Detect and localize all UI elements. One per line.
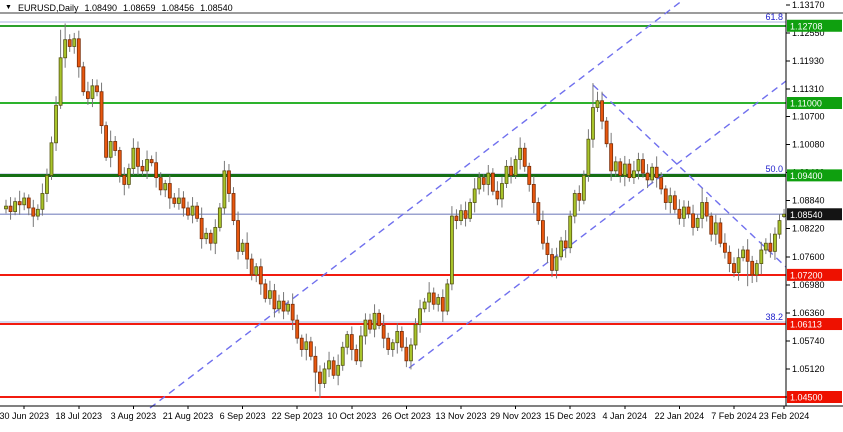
trendlines[interactable] bbox=[149, 0, 787, 409]
svg-text:1.04500: 1.04500 bbox=[790, 392, 823, 402]
x-axis-label: 10 Oct 2023 bbox=[327, 411, 376, 421]
y-axis-label: 1.05740 bbox=[792, 336, 825, 346]
y-axis-label: 1.08840 bbox=[792, 196, 825, 206]
current-price-badge: 1.08540 bbox=[787, 208, 842, 221]
svg-text:1.12708: 1.12708 bbox=[790, 21, 823, 31]
chart-dropdown-icon[interactable]: ▼ bbox=[5, 4, 12, 11]
fib-label-38.2: 38.2 bbox=[765, 312, 783, 322]
svg-text:1.07200: 1.07200 bbox=[790, 270, 823, 280]
svg-text:1.11000: 1.11000 bbox=[790, 99, 822, 109]
x-axis-label: 23 Feb 2024 bbox=[759, 411, 810, 421]
x-axis-label: 21 Aug 2023 bbox=[163, 411, 214, 421]
x-axis-label: 4 Jan 2024 bbox=[603, 411, 648, 421]
price-badge-1.11000: 1.11000 bbox=[787, 97, 842, 110]
x-axis-label: 6 Sep 2023 bbox=[220, 411, 266, 421]
price-badge-1.04500: 1.04500 bbox=[787, 390, 842, 403]
x-axis: 30 Jun 2023 18 Jul 2023 3 Aug 2023 21 Aug 2… bbox=[0, 405, 843, 421]
x-axis-label: 18 Jul 2023 bbox=[56, 411, 103, 421]
low-value: 1.08456 bbox=[161, 2, 195, 13]
x-axis-label: 30 Jun 2023 bbox=[0, 411, 49, 421]
price-badge-1.09400: 1.09400 bbox=[787, 169, 842, 182]
x-axis-label: 29 Nov 2023 bbox=[490, 411, 541, 421]
y-axis-label: 1.13170 bbox=[792, 0, 825, 10]
y-axis-label: 1.05120 bbox=[792, 364, 825, 374]
fib-label-50.0: 50.0 bbox=[765, 164, 783, 174]
y-axis-label: 1.11930 bbox=[792, 56, 824, 66]
open-value: 1.08490 bbox=[84, 2, 117, 13]
trendline-ascending-0[interactable] bbox=[149, 0, 684, 409]
x-axis-label: 13 Nov 2023 bbox=[435, 411, 486, 421]
x-axis-label: 22 Jan 2024 bbox=[655, 411, 705, 421]
y-axis-label: 1.06980 bbox=[792, 280, 825, 290]
svg-text:1.09400: 1.09400 bbox=[790, 171, 823, 181]
y-axis-label: 1.12550 bbox=[792, 28, 825, 38]
y-axis-label: 1.11310 bbox=[792, 84, 824, 94]
y-axis-label: 1.07600 bbox=[792, 252, 825, 262]
high-value: 1.08659 bbox=[123, 2, 156, 13]
trendline-ascending-1[interactable] bbox=[408, 80, 787, 369]
x-axis-label: 7 Feb 2024 bbox=[711, 411, 757, 421]
svg-text:1.08540: 1.08540 bbox=[790, 210, 823, 220]
y-axis: 1.13170 1.12550 1.11930 1.11310 1.10700 1.100… bbox=[785, 0, 825, 406]
fib-label-61.8: 61.8 bbox=[765, 12, 783, 22]
candles-series bbox=[4, 23, 786, 398]
support-resistance-lines[interactable] bbox=[0, 24, 786, 398]
price-badge-1.06113: 1.06113 bbox=[787, 318, 842, 331]
svg-text:1.06113: 1.06113 bbox=[790, 320, 822, 330]
close-value: 1.08540 bbox=[200, 2, 233, 13]
y-axis-label: 1.08220 bbox=[792, 224, 825, 234]
x-axis-label: 3 Aug 2023 bbox=[111, 411, 157, 421]
y-axis-label: 1.10700 bbox=[792, 112, 825, 122]
x-axis-label: 15 Dec 2023 bbox=[545, 411, 596, 421]
y-axis-label: 1.06360 bbox=[792, 308, 825, 318]
ohlc-readout: ▼ EURUSD,Daily 1.08490 1.08659 1.08456 1… bbox=[5, 2, 233, 13]
x-axis-label: 22 Sep 2023 bbox=[272, 411, 323, 421]
y-axis-label: 1.10080 bbox=[792, 140, 825, 150]
trendline-descending-2[interactable] bbox=[592, 84, 787, 268]
price-badge-1.07200: 1.07200 bbox=[787, 268, 842, 281]
symbol-timeframe-label: EURUSD,Daily bbox=[17, 2, 79, 13]
price-badge-1.12708: 1.12708 bbox=[787, 19, 842, 32]
x-axis-label: 26 Oct 2023 bbox=[382, 411, 431, 421]
